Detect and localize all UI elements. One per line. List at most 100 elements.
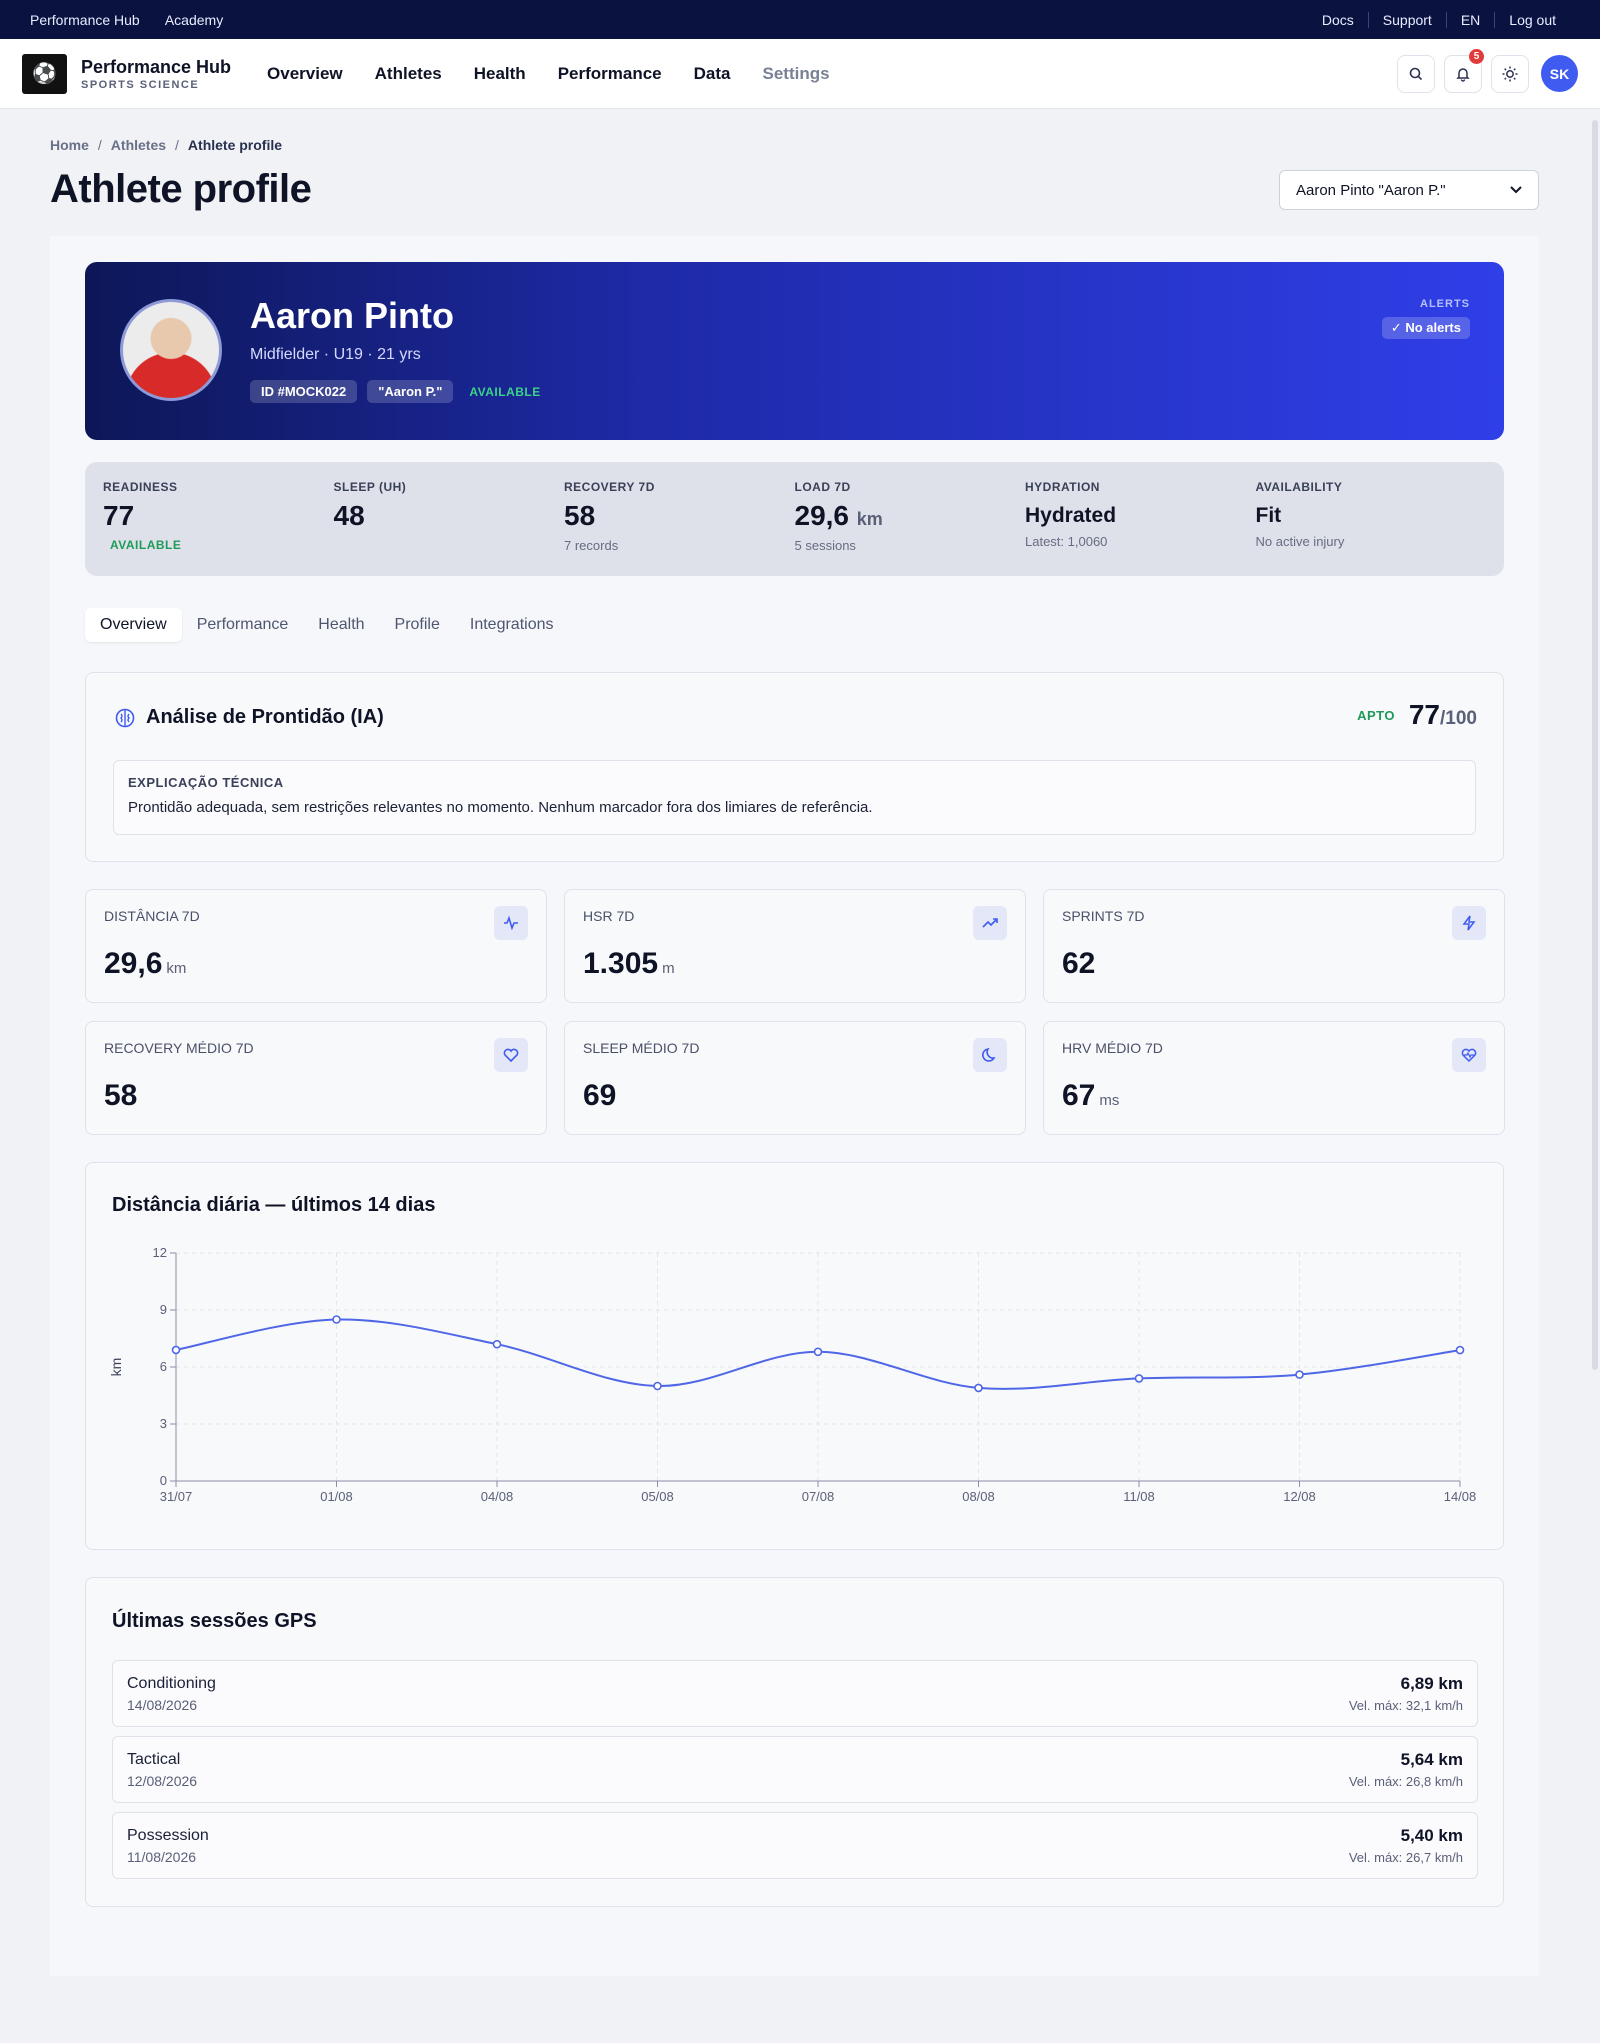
athlete-select[interactable]: Aaron Pinto "Aaron P." — [1279, 170, 1539, 210]
y-tick-label: 9 — [160, 1302, 167, 1317]
breadcrumb-athletes[interactable]: Athletes — [110, 137, 167, 153]
utility-left: Performance Hub Academy — [30, 12, 245, 28]
metric-label: HRV MÉDIO 7D — [1062, 1040, 1163, 1056]
page-title: Athlete profile — [50, 167, 312, 211]
search-button[interactable] — [1397, 54, 1435, 93]
metric-label: SLEEP MÉDIO 7D — [583, 1040, 700, 1056]
x-tick-label: 04/08 — [481, 1489, 514, 1504]
chevron-down-icon — [1510, 186, 1522, 194]
stat-label: AVAILABILITY — [1255, 480, 1343, 494]
gps-sessions-card: Últimas sessões GPS Conditioning 14/08/20… — [85, 1577, 1504, 1907]
language-switch[interactable]: EN — [1445, 11, 1494, 28]
metric-value-number: 69 — [583, 1079, 617, 1112]
tab-integrations[interactable]: Integrations — [469, 616, 554, 633]
metric-card: SPRINTS 7D 62 — [1043, 889, 1505, 1003]
metric-icon-badge — [973, 1038, 1007, 1072]
nav-performance[interactable]: Performance — [557, 63, 662, 83]
nav-athletes[interactable]: Athletes — [374, 63, 442, 83]
x-tick-label: 05/08 — [641, 1489, 674, 1504]
nav-settings[interactable]: Settings — [762, 63, 830, 83]
alerts-chip: ✓ No alerts — [1381, 317, 1470, 339]
stat-value: 48 — [334, 500, 565, 532]
metric-card: HRV MÉDIO 7D 67 ms — [1043, 1021, 1505, 1135]
bell-icon — [1456, 67, 1470, 82]
gps-session-name: Tactical — [127, 1751, 181, 1768]
tab-profile[interactable]: Profile — [394, 616, 440, 633]
summary-stats: READINESS 77 AVAILABLE SLEEP (UH) 48 RECOVERY… — [85, 462, 1504, 576]
stat-value-number: 77 — [103, 500, 135, 531]
athlete-id-tag: ID #MOCK022 — [250, 380, 358, 403]
nav-overview[interactable]: Overview — [267, 63, 343, 83]
gps-session-date: 11/08/2026 — [127, 1849, 197, 1865]
gps-sessions-title: Últimas sessões GPS — [112, 1610, 317, 1632]
sun-icon — [1502, 66, 1518, 81]
summary-stat: SLEEP (UH) 48 — [334, 462, 565, 576]
heart-pulse-icon — [1461, 1048, 1477, 1063]
metric-label: RECOVERY MÉDIO 7D — [104, 1040, 254, 1056]
brand-subtitle: SPORTS SCIENCE — [81, 78, 200, 91]
tab-health[interactable]: Health — [318, 616, 365, 633]
nav-data[interactable]: Data — [693, 63, 731, 83]
gps-session-row[interactable]: Tactical 12/08/2026 5,64 km Vel. máx: 26,8 … — [112, 1736, 1478, 1803]
gps-session-max-speed: Vel. máx: 26,8 km/h — [1348, 1774, 1463, 1789]
y-tick-label: 0 — [160, 1473, 167, 1488]
metric-value-number: 29,6 — [104, 947, 163, 980]
gps-session-name: Conditioning — [127, 1675, 216, 1692]
athlete-tags: ID #MOCK022 "Aaron P." AVAILABLE — [250, 380, 541, 403]
breadcrumb-home[interactable]: Home — [50, 137, 89, 153]
gps-session-distance: 5,40 km — [1400, 1826, 1463, 1845]
readiness-analysis-heading: Análise de Prontidão (IA) — [146, 706, 384, 728]
metric-value: 29,6 km — [104, 947, 186, 981]
stat-label: HYDRATION — [1025, 480, 1100, 494]
zap-icon — [1462, 915, 1476, 931]
logo-icon[interactable]: ⚽ — [22, 53, 67, 94]
brain-icon — [115, 708, 135, 727]
metric-value-number: 1.305 — [583, 947, 659, 980]
y-tick-label: 12 — [153, 1245, 167, 1260]
page-scrollbar[interactable] — [1592, 120, 1598, 1370]
stat-label: SLEEP (UH) — [333, 480, 407, 494]
utility-link-docs[interactable]: Docs — [1321, 11, 1354, 28]
theme-toggle-button[interactable] — [1491, 54, 1529, 93]
tab-performance[interactable]: Performance — [196, 616, 289, 633]
stat-note: Latest: 1,0060 — [1025, 534, 1108, 549]
metric-icon-badge — [494, 1038, 528, 1072]
user-avatar[interactable]: SK — [1541, 55, 1578, 92]
notifications-button[interactable]: 5 — [1444, 48, 1484, 93]
gps-session-name: Possession — [127, 1827, 209, 1844]
metric-value-number: 67 — [1062, 1079, 1096, 1112]
utility-link-support[interactable]: Support — [1367, 11, 1446, 28]
metric-label: HSR 7D — [583, 908, 635, 924]
stat-value-number: 58 — [564, 500, 596, 531]
gps-session-row[interactable]: Conditioning 14/08/2026 6,89 km Vel. máx: 3… — [112, 1660, 1478, 1727]
gps-session-row[interactable]: Possession 11/08/2026 5,40 km Vel. máx: 26,… — [112, 1812, 1478, 1879]
chart-title: Distância diária — últimos 14 dias — [112, 1194, 436, 1216]
distance-data-point — [1455, 1345, 1465, 1355]
distance-data-point — [974, 1383, 983, 1393]
nav-health[interactable]: Health — [473, 63, 526, 83]
stat-label: READINESS — [103, 480, 178, 494]
utility-link-academy[interactable]: Academy — [164, 11, 224, 28]
metric-icon-badge — [494, 906, 528, 940]
readiness-analysis-card: Análise de Prontidão (IA) APTO 77/100 EX… — [85, 672, 1504, 862]
tab-overview[interactable]: Overview — [85, 608, 182, 642]
stat-value: 29,6 km — [795, 500, 1026, 532]
utility-link-hub[interactable]: Performance Hub — [30, 11, 140, 28]
y-axis-label: km — [108, 1358, 124, 1377]
moon-icon — [982, 1047, 996, 1062]
athlete-photo — [120, 299, 222, 401]
stat-note: 5 sessions — [794, 538, 856, 553]
summary-stat: READINESS 77 AVAILABLE — [103, 462, 334, 576]
metric-icon-badge — [973, 906, 1007, 940]
x-tick-label: 07/08 — [802, 1489, 835, 1504]
distance-data-point — [1295, 1370, 1304, 1379]
breadcrumb-current: Athlete profile — [187, 137, 283, 153]
logout-link[interactable]: Log out — [1494, 11, 1570, 28]
readiness-status: APTO — [1357, 708, 1395, 723]
stat-value: 77 — [103, 500, 334, 532]
stat-value-number: Fit — [1255, 504, 1282, 527]
distance-data-point — [1134, 1374, 1144, 1383]
utility-right: Docs Support EN Log out — [1308, 11, 1570, 28]
top-utility-bar: Performance Hub Academy Docs Support EN … — [0, 0, 1600, 39]
trending-up-icon — [982, 918, 998, 928]
